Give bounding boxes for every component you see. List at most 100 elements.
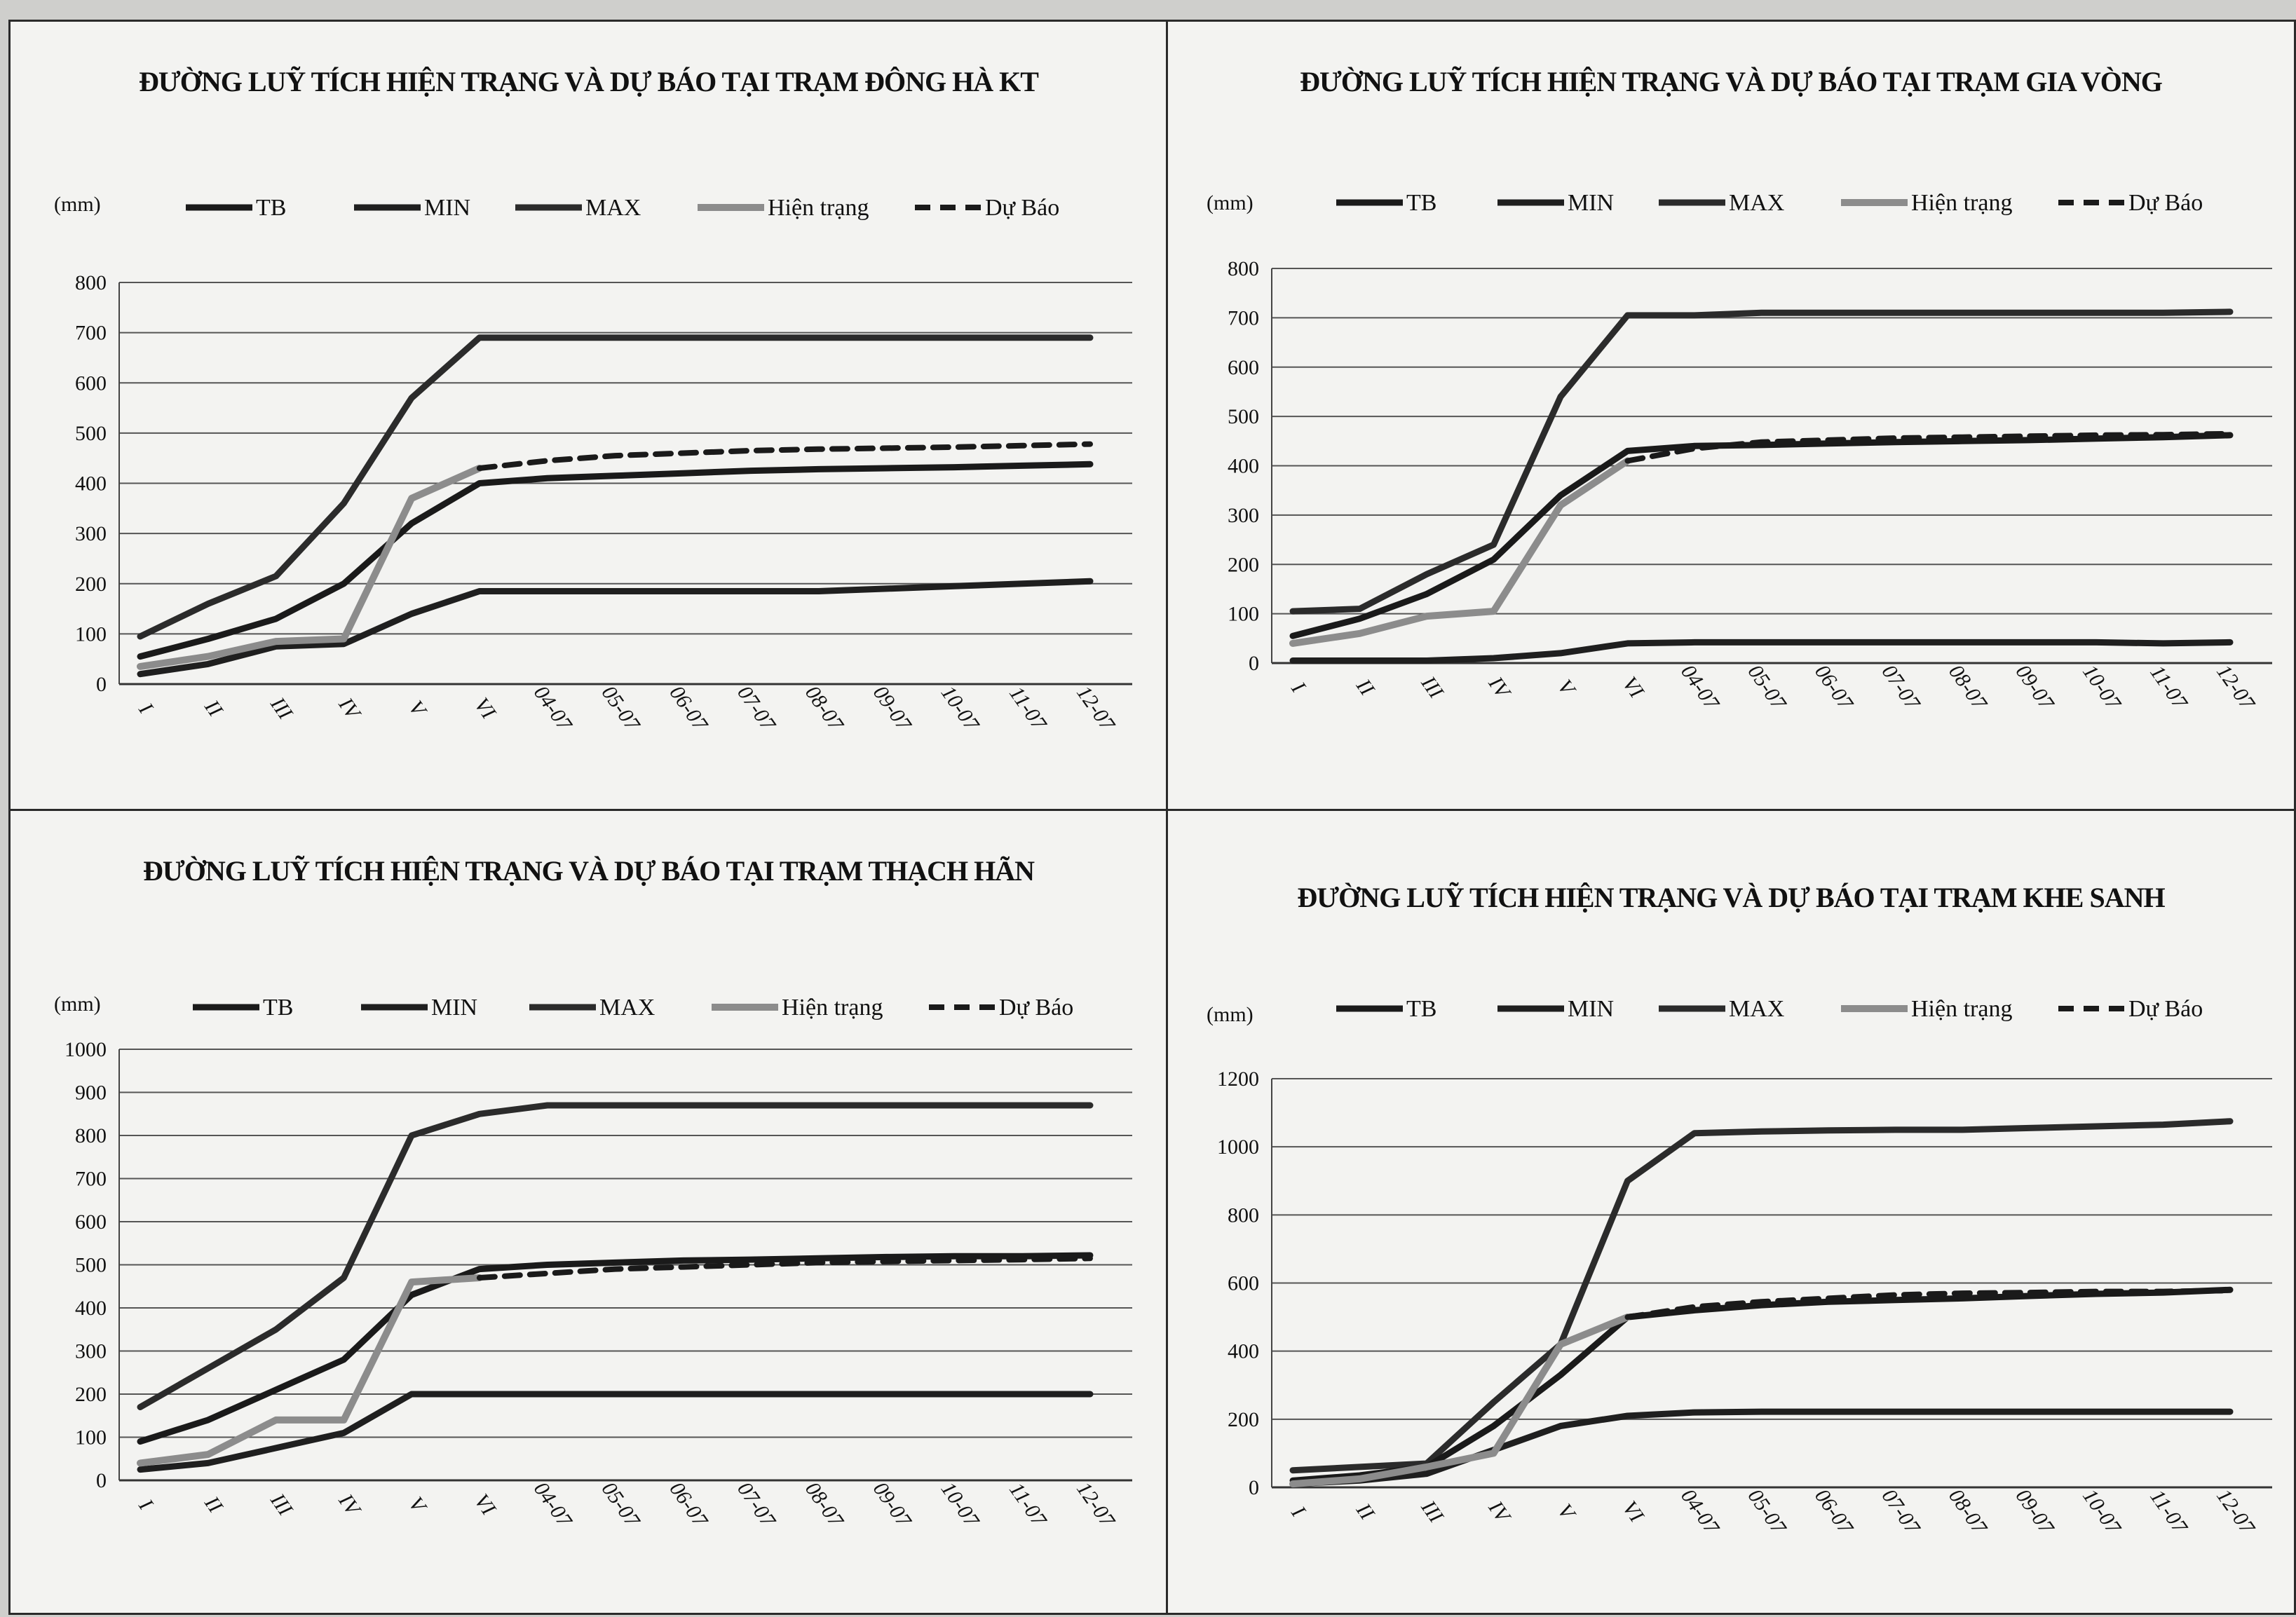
x-tick-label: V xyxy=(404,697,432,723)
x-tick-label: VI xyxy=(470,1489,501,1520)
y-tick-label: 0 xyxy=(96,673,107,696)
y-tick-label: 0 xyxy=(1249,652,1259,675)
y-tick-label: 200 xyxy=(75,1383,107,1406)
series-line xyxy=(1289,457,1631,647)
legend-label: TB xyxy=(1406,996,1436,1022)
y-unit-label: (mm) xyxy=(1207,1003,1254,1026)
series-line xyxy=(1289,432,2234,639)
y-tick-label: 300 xyxy=(75,1340,107,1363)
x-tick-label: III xyxy=(1416,671,1448,704)
x-tick-label: 11-07 xyxy=(1005,1478,1052,1531)
legend-label: Hiện trạng xyxy=(1911,190,2012,216)
x-tick-label: 05-07 xyxy=(597,681,645,736)
x-tick-label: 09-07 xyxy=(869,681,916,736)
y-tick-label: 400 xyxy=(1228,1340,1259,1363)
x-tick-label: 10-07 xyxy=(937,681,984,736)
y-tick-label: 100 xyxy=(75,1426,107,1449)
series-line xyxy=(476,441,1093,471)
x-tick-label: I xyxy=(134,1494,158,1515)
chart-panel-khe-sanh: ĐƯỜNG LUỸ TÍCH HIỆN TRẠNG VÀ DỰ BÁO TẠI … xyxy=(1166,809,2296,1615)
legend-label: MAX xyxy=(599,995,655,1021)
series-line xyxy=(1289,639,2234,664)
x-tick-label: 10-07 xyxy=(937,1478,984,1532)
x-tick-label: 04-07 xyxy=(529,1478,577,1532)
y-tick-label: 600 xyxy=(75,1210,107,1234)
y-tick-label: 800 xyxy=(75,1124,107,1147)
x-tick-label: 09-07 xyxy=(2011,1485,2059,1539)
x-tick-label: VI xyxy=(1618,1496,1649,1527)
y-unit-label: (mm) xyxy=(54,992,101,1016)
y-tick-label: 800 xyxy=(1228,257,1259,280)
x-tick-label: 11-07 xyxy=(2145,661,2192,714)
chart-panel-thach-han: ĐƯỜNG LUỸ TÍCH HIỆN TRẠNG VÀ DỰ BÁO TẠI … xyxy=(8,809,1169,1615)
y-tick-label: 600 xyxy=(1228,356,1259,379)
legend-label: TB xyxy=(256,195,286,221)
x-tick-label: 09-07 xyxy=(2011,660,2059,715)
y-tick-label: 300 xyxy=(75,522,107,545)
y-tick-label: 300 xyxy=(1228,504,1259,527)
y-unit-label: (mm) xyxy=(54,193,101,216)
y-tick-label: 200 xyxy=(1228,553,1259,576)
series-line xyxy=(476,1255,1093,1281)
x-tick-label: 09-07 xyxy=(869,1478,916,1532)
chart-title: ĐƯỜNG LUỸ TÍCH HIỆN TRẠNG VÀ DỰ BÁO TẠI … xyxy=(1300,66,2163,97)
x-tick-label: IV xyxy=(1483,1496,1516,1529)
legend-label: MIN xyxy=(1568,996,1614,1022)
x-tick-label: 12-07 xyxy=(2212,1485,2260,1539)
y-tick-label: 500 xyxy=(75,1254,107,1277)
x-tick-label: 07-07 xyxy=(733,681,780,736)
y-tick-label: 700 xyxy=(75,1168,107,1191)
x-tick-label: III xyxy=(266,692,298,725)
series-line xyxy=(1289,1118,2234,1474)
series-line xyxy=(137,1391,1094,1473)
y-tick-label: 800 xyxy=(75,271,107,294)
series-line xyxy=(1624,1288,2233,1321)
chart-panel-dong-ha: ĐƯỜNG LUỸ TÍCH HIỆN TRẠNG VÀ DỰ BÁO TẠI … xyxy=(8,20,1169,812)
chart-title: ĐƯỜNG LUỸ TÍCH HIỆN TRẠNG VÀ DỰ BÁO TẠI … xyxy=(139,66,1039,97)
series-line xyxy=(1289,308,2234,615)
x-tick-label: 08-07 xyxy=(801,1478,848,1532)
x-tick-label: II xyxy=(1351,1499,1379,1525)
y-tick-label: 1000 xyxy=(1217,1135,1259,1159)
x-tick-label: 12-07 xyxy=(2212,660,2260,715)
x-tick-label: 10-07 xyxy=(2078,1485,2126,1539)
x-tick-label: 12-07 xyxy=(1072,681,1120,736)
x-tick-label: II xyxy=(1351,674,1379,701)
legend-label: MIN xyxy=(431,995,477,1021)
series-line xyxy=(137,460,1094,660)
x-tick-label: 06-07 xyxy=(1810,660,1858,715)
legend-label: TB xyxy=(263,995,293,1021)
y-tick-label: 600 xyxy=(75,371,107,395)
y-tick-label: 0 xyxy=(96,1469,107,1492)
x-tick-label: IV xyxy=(1483,672,1516,704)
x-tick-label: V xyxy=(1553,676,1581,702)
legend-label: MAX xyxy=(1729,190,1784,216)
x-tick-label: VI xyxy=(1618,672,1649,703)
legend-label: Hiện trạng xyxy=(1911,996,2012,1022)
x-tick-label: 06-07 xyxy=(1810,1485,1858,1539)
legend-label: Hiện trạng xyxy=(768,195,869,221)
legend-label: Dự Báo xyxy=(999,995,1073,1021)
x-tick-label: 04-07 xyxy=(1676,1485,1724,1539)
x-tick-label: 08-07 xyxy=(1944,1485,1992,1539)
x-tick-label: 05-07 xyxy=(1744,660,1791,715)
y-tick-label: 0 xyxy=(1249,1476,1259,1499)
series-line xyxy=(137,578,1094,678)
series-line xyxy=(1289,1408,2234,1487)
y-tick-label: 500 xyxy=(75,422,107,445)
x-tick-label: 05-07 xyxy=(597,1478,645,1532)
x-tick-label: 08-07 xyxy=(1944,660,1992,715)
x-tick-label: II xyxy=(200,1492,228,1518)
x-tick-label: 07-07 xyxy=(733,1478,780,1532)
y-tick-label: 100 xyxy=(75,622,107,646)
y-tick-label: 200 xyxy=(75,573,107,596)
x-tick-label: III xyxy=(266,1489,298,1521)
series-line xyxy=(137,1274,483,1467)
x-tick-label: 11-07 xyxy=(2145,1485,2192,1538)
chart-title: ĐƯỜNG LUỸ TÍCH HIỆN TRẠNG VÀ DỰ BÁO TẠI … xyxy=(143,855,1035,887)
series-line xyxy=(137,1102,1094,1410)
x-tick-label: V xyxy=(404,1493,432,1519)
series-line xyxy=(1289,1314,1631,1488)
